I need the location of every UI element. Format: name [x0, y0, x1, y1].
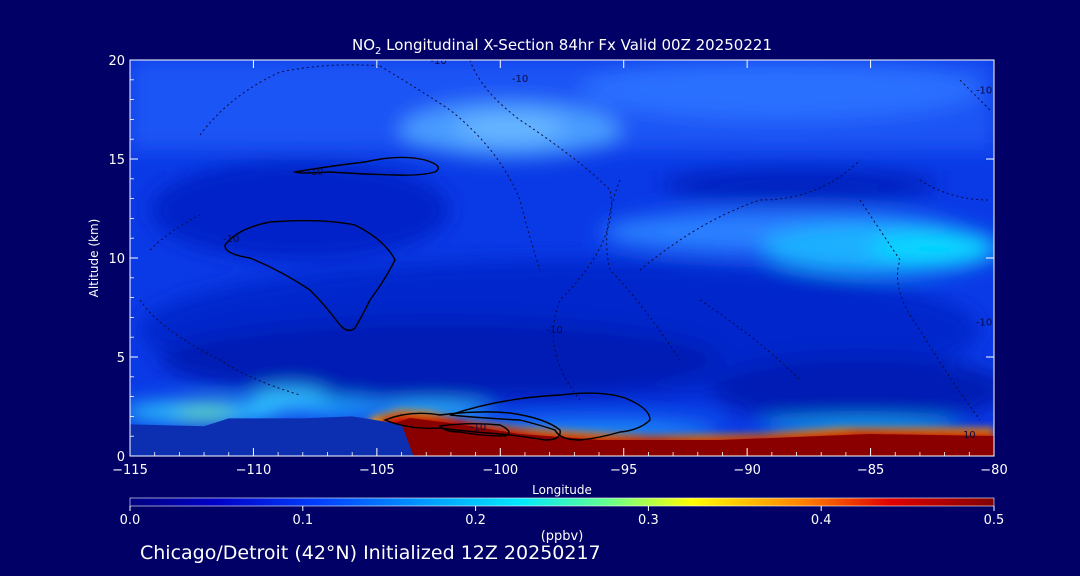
x-axis-label: Longitude	[532, 483, 592, 497]
x-tick-label-1: −110	[236, 463, 272, 478]
x-tick-label-5: −90	[733, 463, 760, 478]
contour-label-7: -10	[976, 317, 992, 328]
y-axis-label: Altitude (km)	[87, 219, 101, 298]
terrain	[130, 416, 414, 456]
footer-caption: Chicago/Detroit (42°N) Initialized 12Z 2…	[140, 542, 601, 564]
x-tick-label-7: −80	[980, 463, 1007, 478]
mid-contour	[224, 219, 396, 332]
y-tick-label-0: 0	[117, 450, 125, 465]
colorbar-tick-label-0: 0.0	[120, 513, 141, 528]
contour-label-1: -10	[307, 167, 323, 178]
contour-label-3: -10	[512, 74, 528, 85]
colorbar-tick-label-2: 0.2	[465, 513, 486, 528]
y-tick-label-2: 10	[108, 252, 125, 267]
x-tick-label-0: −115	[112, 463, 148, 478]
x-tick-label-6: −85	[857, 463, 884, 478]
solid-contours	[224, 156, 651, 441]
upper-contour	[292, 156, 439, 176]
y-axis: 0 5 10 15 20	[108, 54, 994, 465]
colorbar-tick-label-5: 0.5	[984, 513, 1005, 528]
colorbar-ticks: 0.0 0.1 0.2 0.3 0.4 0.5	[120, 506, 1005, 528]
colorbar-units: (ppbv)	[541, 529, 584, 544]
contour-label-8: 10	[963, 430, 976, 441]
plot-area: -10 -10 -10 -10 -10 -10 -10 -10 10	[130, 56, 994, 456]
dotted-contours	[139, 60, 991, 421]
contour-label-6: -10	[976, 86, 992, 97]
lower-contour-c	[438, 423, 510, 437]
contour-label-4: -10	[546, 325, 562, 336]
contour-labels: -10 -10 -10 -10 -10 -10 -10 -10 10	[223, 56, 992, 441]
x-tick-label-3: −100	[482, 463, 518, 478]
contour-label-5: -10	[470, 422, 486, 433]
y-tick-label-4: 20	[108, 54, 125, 69]
colorbar	[129, 497, 995, 507]
contour-label-2: -10	[430, 56, 446, 67]
concentration-field	[130, 60, 994, 438]
x-axis: −115 −110 −105 −100 −95 −90 −85 −80	[112, 60, 1008, 478]
y-tick-label-3: 15	[108, 153, 125, 168]
lower-contour-a	[449, 392, 651, 441]
colorbar-tick-label-1: 0.1	[292, 513, 313, 528]
x-tick-label-2: −105	[359, 463, 395, 478]
colorbar-tick-label-3: 0.3	[638, 513, 659, 528]
chart-title: NO2 Longitudinal X-Section 84hr Fx Valid…	[352, 36, 772, 57]
contour-label-0: -10	[223, 234, 239, 245]
colorbar-tick-label-4: 0.4	[811, 513, 832, 528]
lower-contour-b	[383, 411, 561, 441]
x-tick-label-4: −95	[610, 463, 637, 478]
y-tick-label-1: 5	[117, 351, 125, 366]
